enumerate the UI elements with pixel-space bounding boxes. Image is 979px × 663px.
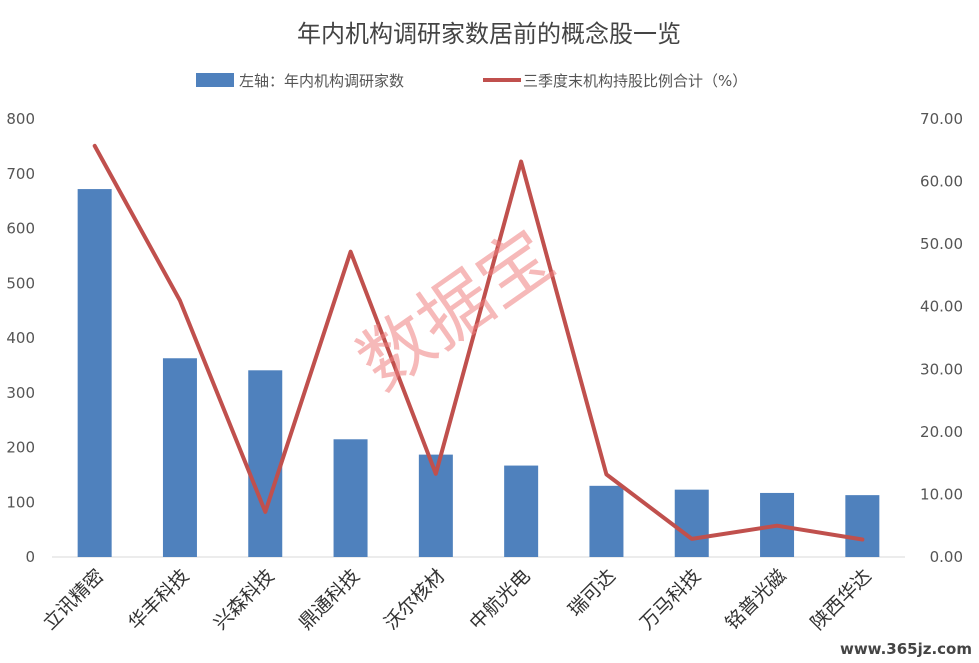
legend-line-label: 三季度末机构持股比例合计（%） bbox=[523, 72, 747, 90]
bar bbox=[162, 358, 197, 557]
watermark: 数据宝 bbox=[343, 213, 568, 406]
series-line bbox=[92, 143, 865, 542]
category-label: 华丰科技 bbox=[124, 565, 193, 634]
left-tick-label: 700 bbox=[6, 165, 35, 183]
chart-title: 年内机构调研家数居前的概念股一览 bbox=[297, 20, 681, 48]
left-tick-label: 0 bbox=[25, 548, 35, 566]
right-tick-label: 40.00 bbox=[920, 298, 963, 316]
left-axis: 0 100 200 300 400 500 600 700 800 bbox=[6, 110, 35, 566]
category-label: 中航光电 bbox=[465, 565, 534, 634]
category-label: 陕西华达 bbox=[807, 565, 876, 634]
right-tick-label: 70.00 bbox=[920, 110, 963, 128]
legend-bar-label: 左轴：年内机构调研家数 bbox=[239, 72, 404, 90]
right-tick-label: 0.00 bbox=[930, 548, 963, 566]
category-label: 瑞可达 bbox=[564, 565, 620, 621]
bar bbox=[589, 485, 624, 557]
category-label: 鼎通科技 bbox=[295, 565, 364, 634]
bar bbox=[77, 189, 112, 557]
left-tick-label: 500 bbox=[6, 274, 35, 292]
left-tick-label: 100 bbox=[6, 493, 35, 511]
category-label: 兴森科技 bbox=[209, 565, 278, 634]
category-labels: 立讯精密 华丰科技 兴森科技 鼎通科技 沃尔核材 中航光电 瑞可达 万马科技 铭普光磁 陕西华达 bbox=[39, 565, 876, 634]
right-tick-label: 60.00 bbox=[920, 173, 963, 191]
category-label: 立讯精密 bbox=[39, 565, 108, 634]
left-tick-label: 600 bbox=[6, 220, 35, 238]
legend-bar-swatch bbox=[196, 73, 234, 87]
line-series bbox=[92, 143, 865, 542]
category-label: 万马科技 bbox=[636, 565, 705, 634]
left-tick-label: 800 bbox=[6, 110, 35, 128]
site-url: www.365jz.com bbox=[840, 640, 972, 658]
right-axis: 0.00 10.00 20.00 30.00 40.00 50.00 60.00 70.00 bbox=[920, 110, 963, 566]
left-tick-label: 300 bbox=[6, 384, 35, 402]
left-tick-label: 400 bbox=[6, 329, 35, 347]
bar bbox=[674, 489, 709, 557]
bar bbox=[248, 370, 283, 557]
category-label: 沃尔核材 bbox=[380, 565, 449, 634]
right-tick-label: 20.00 bbox=[920, 423, 963, 441]
left-tick-label: 200 bbox=[6, 439, 35, 457]
bar-series bbox=[77, 189, 880, 557]
bar bbox=[504, 465, 539, 557]
legend: 左轴：年内机构调研家数 三季度末机构持股比例合计（%） bbox=[196, 72, 747, 90]
right-tick-label: 10.00 bbox=[920, 485, 963, 503]
category-label: 铭普光磁 bbox=[721, 565, 790, 634]
bar bbox=[333, 439, 368, 557]
right-tick-label: 50.00 bbox=[920, 235, 963, 253]
right-tick-label: 30.00 bbox=[920, 360, 963, 378]
bar bbox=[845, 495, 880, 557]
